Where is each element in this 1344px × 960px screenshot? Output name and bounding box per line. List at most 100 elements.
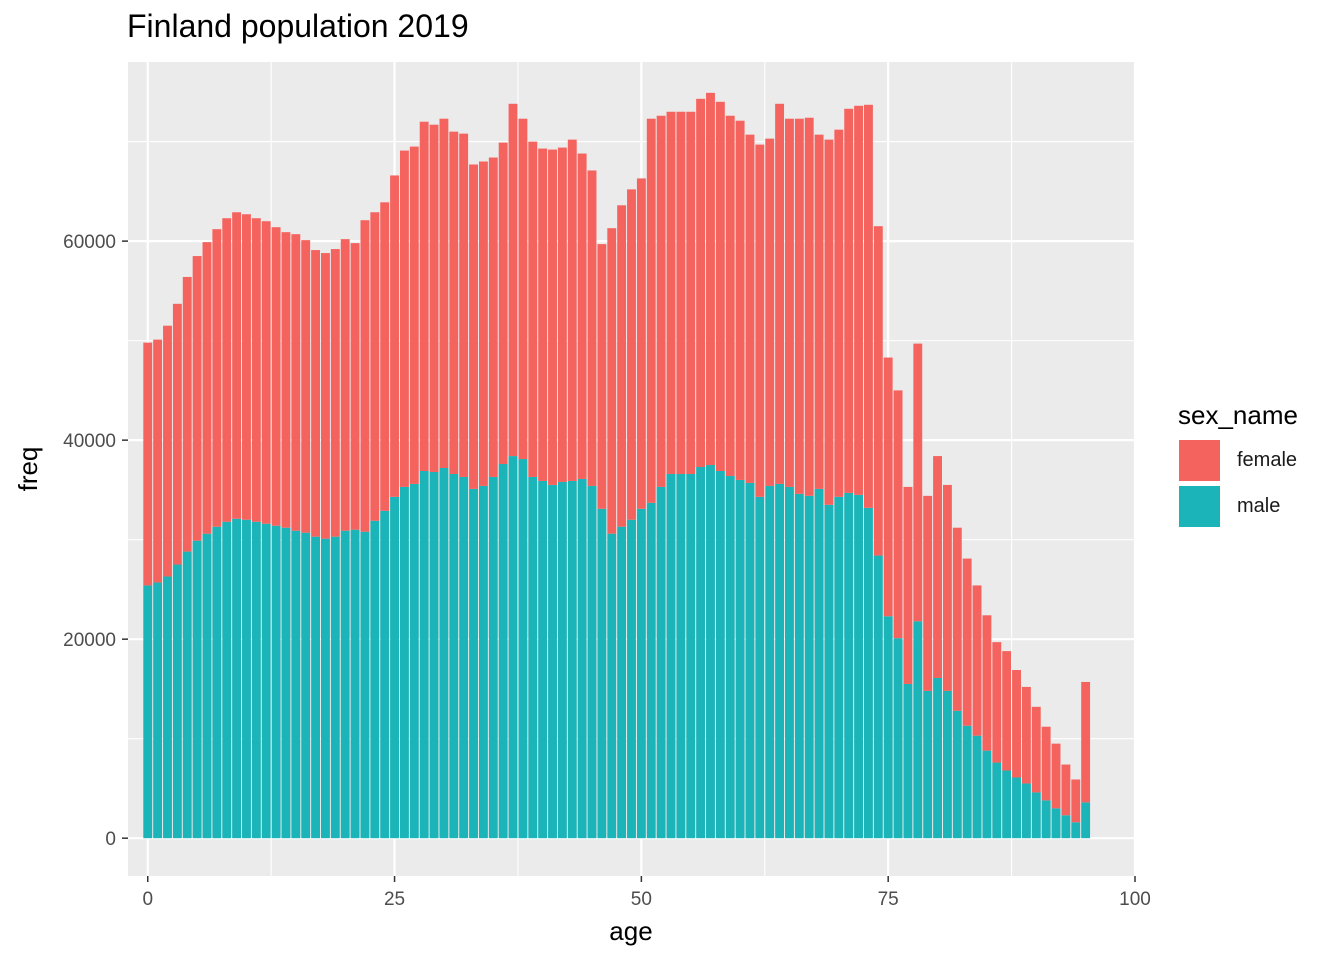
bar-male	[271, 525, 281, 839]
bar-female	[656, 115, 666, 487]
bar-male	[854, 494, 864, 839]
bar-female	[340, 239, 350, 531]
bar-female	[834, 129, 844, 497]
bar-male	[883, 616, 893, 839]
bar-male	[942, 690, 952, 839]
legend: sex_name female male	[1178, 400, 1298, 529]
bar-female	[1041, 726, 1051, 801]
chart-title: Finland population 2019	[127, 8, 469, 44]
bar-male	[548, 484, 557, 839]
bar-female	[380, 202, 390, 511]
bar-male	[725, 475, 735, 839]
bar-female	[1051, 743, 1061, 809]
bar-male	[844, 492, 854, 839]
bar-female	[1002, 651, 1012, 771]
bar-male	[646, 502, 656, 839]
bar-female	[913, 343, 923, 622]
bar-female	[952, 527, 962, 711]
bar-female	[311, 250, 321, 537]
bar-male	[696, 467, 706, 839]
y-tick-label: 40000	[63, 431, 116, 452]
bar-male	[172, 564, 182, 839]
bar-female	[765, 138, 775, 486]
bar-male	[429, 471, 439, 839]
bar-male	[834, 496, 844, 839]
bar-female	[399, 150, 409, 487]
bar-female	[172, 303, 182, 565]
bar-male	[163, 576, 172, 839]
bar-female	[804, 117, 814, 496]
bar-male	[775, 483, 785, 839]
bar-male	[933, 677, 942, 839]
bar-male	[153, 582, 163, 839]
bar-male	[715, 470, 725, 839]
bar-female	[883, 357, 893, 617]
bar-female	[607, 228, 617, 534]
bar-male	[242, 519, 251, 839]
legend-item-male: male	[1178, 483, 1298, 529]
bar-female	[548, 149, 557, 485]
bar-male	[893, 638, 903, 839]
bar-male	[863, 507, 873, 839]
y-tick-label: 0	[105, 829, 116, 850]
bar-male	[528, 476, 538, 839]
bar-male	[311, 536, 321, 839]
bar-male	[301, 532, 311, 839]
bar-female	[1071, 779, 1081, 823]
x-tick-label: 25	[384, 889, 405, 910]
x-axis-title: age	[609, 916, 652, 946]
bar-male	[745, 482, 755, 839]
bar-male	[735, 479, 745, 839]
bar-male	[478, 485, 488, 839]
bar-female	[617, 205, 627, 527]
bar-female	[212, 229, 222, 527]
bar-female	[775, 103, 785, 484]
bar-female	[192, 256, 202, 541]
bar-male	[617, 526, 627, 839]
bar-male	[557, 481, 567, 839]
bar-female	[498, 142, 508, 465]
bar-male	[370, 520, 380, 839]
bar-male	[380, 510, 390, 839]
bar-female	[242, 214, 251, 520]
bar-male	[222, 521, 232, 839]
bar-female	[459, 133, 469, 477]
bar-female	[794, 118, 804, 494]
bar-male	[281, 527, 291, 839]
bar-female	[706, 92, 715, 466]
legend-title: sex_name	[1178, 400, 1298, 430]
bar-female	[587, 170, 597, 486]
bar-female	[261, 221, 271, 524]
bar-male	[439, 468, 449, 839]
bar-male	[1012, 777, 1021, 839]
bars	[143, 92, 1091, 839]
bar-female	[439, 118, 449, 469]
bar-female	[992, 642, 1002, 763]
bar-female	[202, 242, 212, 534]
bar-male	[1061, 815, 1071, 839]
bar-female	[982, 615, 992, 751]
bar-female	[686, 111, 696, 474]
bar-male	[321, 538, 330, 839]
bar-female	[557, 147, 567, 482]
bar-male	[399, 486, 409, 839]
bar-female	[735, 120, 745, 480]
bar-male	[1081, 802, 1091, 839]
x-tick-label: 75	[878, 889, 899, 910]
bar-female	[281, 232, 291, 528]
bar-male	[498, 464, 508, 839]
bar-male	[785, 486, 794, 839]
bar-male	[261, 523, 271, 839]
bar-female	[518, 118, 528, 460]
bar-male	[794, 493, 804, 839]
bar-female	[469, 164, 478, 489]
bar-male	[291, 530, 301, 839]
bar-female	[251, 218, 261, 522]
bar-female	[567, 139, 577, 481]
bar-male	[350, 529, 360, 839]
bar-male	[469, 488, 478, 839]
x-tick-label: 0	[142, 889, 153, 910]
bar-female	[390, 175, 400, 497]
bar-female	[676, 111, 686, 474]
